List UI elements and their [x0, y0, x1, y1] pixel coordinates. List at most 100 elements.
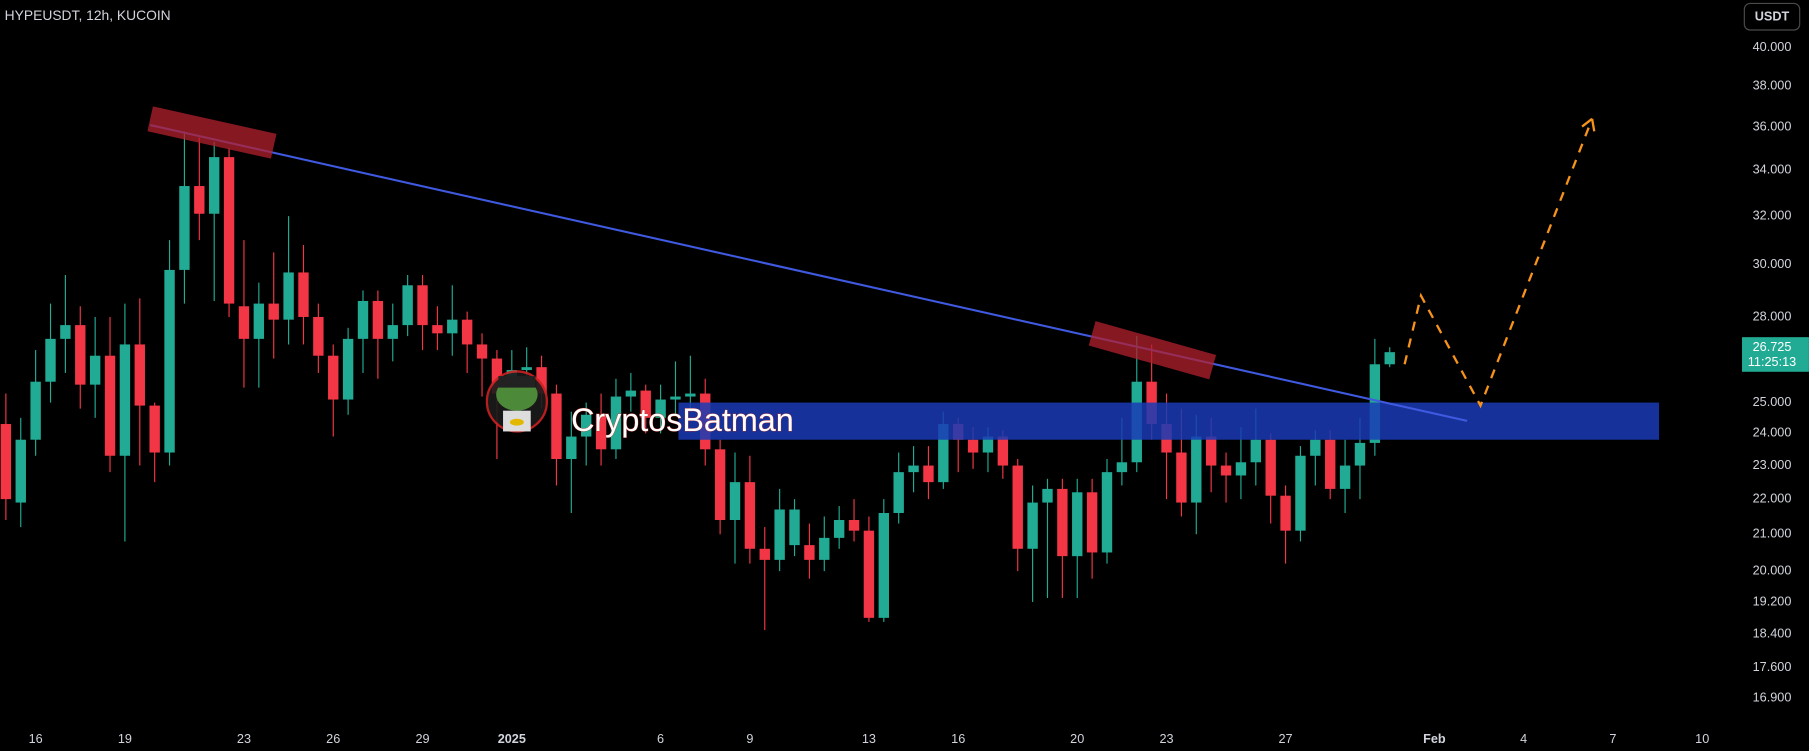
- candle-body: [640, 390, 651, 418]
- candle-body: [15, 439, 26, 503]
- candle-body: [893, 472, 904, 513]
- candle-body: [298, 272, 309, 317]
- candle-body: [209, 157, 220, 214]
- candle-body: [819, 537, 830, 560]
- candle-body: [521, 367, 532, 371]
- x-tick-label: 29: [415, 732, 429, 746]
- candle-body: [670, 396, 681, 400]
- y-tick-label: 23.000: [1753, 458, 1792, 472]
- candle-body: [1384, 352, 1395, 365]
- x-tick-label: 2025: [498, 732, 526, 746]
- candle-body: [89, 355, 101, 385]
- candle-body: [179, 186, 190, 270]
- candle-body: [491, 358, 503, 394]
- candle-body: [997, 436, 1009, 466]
- candle-body: [967, 439, 979, 453]
- candle-body: [268, 303, 279, 320]
- currency-box[interactable]: [1743, 2, 1801, 31]
- projection-arrowhead: [1581, 117, 1593, 128]
- candle-body: [655, 399, 666, 418]
- candle-body: [863, 530, 875, 618]
- candle-body: [729, 482, 741, 521]
- candle-body: [789, 509, 800, 546]
- y-tick-label: 34.000: [1753, 163, 1792, 177]
- candle-body: [1310, 439, 1321, 456]
- x-tick-label: 23: [1159, 732, 1173, 746]
- candle-body: [45, 338, 56, 382]
- candle-body: [60, 325, 71, 339]
- candle-body: [1057, 488, 1068, 557]
- candle-body: [119, 344, 131, 456]
- candle-body: [595, 414, 607, 450]
- candle-body: [0, 424, 12, 500]
- x-tick-label: 16: [29, 732, 43, 746]
- candle-body: [1042, 488, 1053, 503]
- y-tick-label: 24.000: [1753, 426, 1792, 440]
- x-tick-label: 6: [657, 732, 664, 746]
- candle-body: [1176, 452, 1187, 503]
- candle-body: [313, 316, 324, 356]
- support-zone: [678, 402, 1660, 440]
- candle-body: [223, 157, 235, 304]
- countdown: 11:25:13: [1748, 355, 1796, 369]
- x-tick-label: 19: [118, 732, 132, 746]
- highlight-box: [147, 106, 277, 159]
- candle-body: [685, 393, 696, 397]
- candle-body: [848, 520, 860, 531]
- y-tick-label: 30.000: [1753, 257, 1792, 271]
- candle-body: [432, 325, 443, 334]
- candle-body: [1265, 439, 1276, 496]
- candle-body: [1235, 462, 1247, 476]
- x-tick-label: 23: [237, 732, 251, 746]
- candle-body: [1339, 465, 1351, 489]
- candle-body: [328, 355, 339, 400]
- candle-body: [1101, 472, 1113, 553]
- candle-body: [878, 512, 889, 618]
- currency[interactable]: USDT: [1755, 10, 1790, 24]
- candle-body: [134, 344, 145, 406]
- candle-body: [804, 545, 815, 560]
- candle-body: [1325, 439, 1336, 489]
- y-tick-label: 28.000: [1753, 309, 1792, 323]
- candle-body: [744, 482, 756, 549]
- candle-body: [164, 269, 175, 453]
- x-tick-label: Feb: [1423, 732, 1446, 746]
- candle-body: [714, 449, 726, 521]
- candle-body: [417, 285, 428, 326]
- candle-body: [253, 303, 265, 339]
- y-tick-label: 17.600: [1753, 660, 1792, 674]
- y-tick-label: 16.900: [1753, 691, 1792, 705]
- candle-body: [1280, 495, 1291, 531]
- y-tick-label: 18.400: [1753, 626, 1792, 640]
- candle-body: [104, 355, 116, 456]
- candle-body: [536, 367, 547, 394]
- candle-body: [476, 344, 488, 359]
- candle-body: [1191, 436, 1202, 503]
- y-tick-label: 40.000: [1753, 40, 1792, 54]
- candle-body: [342, 338, 354, 400]
- candle-body: [566, 436, 577, 460]
- candle-body: [1250, 439, 1261, 463]
- highlight-box: [1088, 321, 1217, 380]
- y-tick-label: 38.000: [1753, 79, 1792, 93]
- y-tick-label: 36.000: [1753, 119, 1792, 133]
- y-tick-label: 19.200: [1753, 594, 1792, 608]
- x-tick-label: 16: [951, 732, 965, 746]
- candle-body: [833, 520, 845, 538]
- trendline: [149, 124, 1468, 422]
- candle-body: [1086, 492, 1098, 553]
- watermark: CryptosBatman: [571, 402, 794, 438]
- candle-body: [194, 186, 205, 214]
- x-tick-label: 7: [1609, 732, 1616, 746]
- candle-body: [581, 414, 592, 437]
- y-tick-label: 32.000: [1753, 208, 1792, 222]
- candle-body: [461, 319, 473, 345]
- candle-body: [402, 285, 413, 326]
- candle-body: [387, 325, 398, 339]
- candle-body: [923, 465, 934, 483]
- y-tick-label: 25.000: [1753, 395, 1792, 409]
- candle-body: [75, 325, 86, 385]
- symbol: HYPEUSDT, 12h, KUCOIN: [5, 7, 171, 23]
- candle-body: [1205, 436, 1217, 466]
- last-price-box: [1742, 337, 1809, 372]
